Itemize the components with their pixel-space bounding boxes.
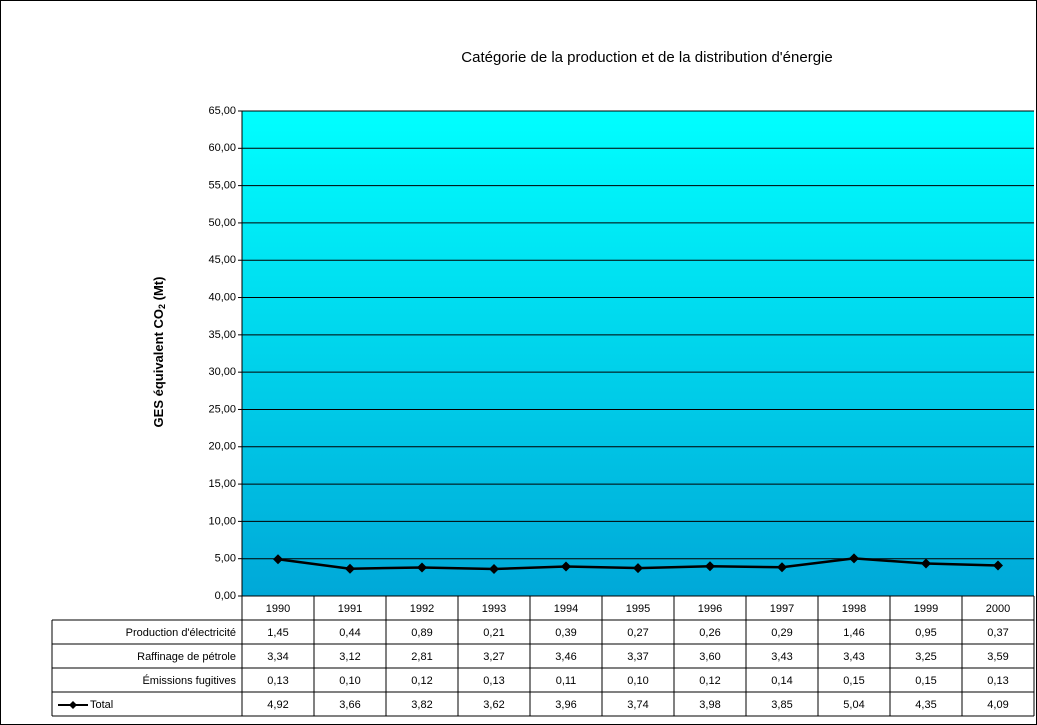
legend-label: Émissions fugitives bbox=[142, 674, 236, 687]
table-value: 3,46 bbox=[555, 651, 576, 663]
table-value: 0,10 bbox=[627, 675, 648, 687]
marker bbox=[849, 553, 859, 564]
marker bbox=[417, 562, 427, 573]
marker bbox=[777, 562, 787, 573]
y-tick-label: 60,00 bbox=[208, 142, 236, 154]
table-value: 3,60 bbox=[699, 651, 720, 663]
table-value: 0,95 bbox=[915, 627, 936, 639]
y-tick-label: 50,00 bbox=[208, 217, 236, 229]
y-tick-label: 55,00 bbox=[208, 180, 236, 192]
table-value: 3,59 bbox=[987, 651, 1008, 663]
table-value: 3,27 bbox=[483, 651, 504, 663]
marker bbox=[921, 558, 931, 569]
table-value: 3,12 bbox=[339, 651, 360, 663]
x-tick-label: 1995 bbox=[626, 603, 650, 615]
table-value: 3,85 bbox=[771, 699, 792, 711]
table-value: 0,13 bbox=[267, 675, 288, 687]
y-tick-label: 0,00 bbox=[215, 590, 236, 602]
plot-area bbox=[242, 111, 1034, 596]
table-value: 0,10 bbox=[339, 675, 360, 687]
y-axis-label: GES équivalent CO2 (Mt) bbox=[151, 277, 167, 428]
y-label-part: GES équivalent CO bbox=[151, 309, 166, 427]
x-tick-label: 1997 bbox=[770, 603, 794, 615]
table-value: 0,15 bbox=[843, 675, 864, 687]
y-tick-label: 25,00 bbox=[208, 403, 236, 415]
x-tick-label: 1996 bbox=[698, 603, 722, 615]
table-value: 0,13 bbox=[987, 675, 1008, 687]
marker bbox=[633, 563, 643, 574]
table-value: 0,21 bbox=[483, 627, 504, 639]
y-tick-label: 5,00 bbox=[215, 553, 236, 565]
table-value: 2,81 bbox=[411, 651, 432, 663]
table-value: 0,89 bbox=[411, 627, 432, 639]
y-label-sub: 2 bbox=[157, 304, 167, 309]
legend-label: Raffinage de pétrole bbox=[137, 651, 236, 663]
table-value: 3,98 bbox=[699, 699, 720, 711]
table-value: 3,96 bbox=[555, 699, 576, 711]
y-tick-label: 20,00 bbox=[208, 441, 236, 453]
x-tick-label: 2000 bbox=[986, 603, 1010, 615]
table-value: 1,45 bbox=[267, 627, 288, 639]
marker bbox=[705, 561, 715, 572]
table-value: 0,13 bbox=[483, 675, 504, 687]
legend-label: Production d'électricité bbox=[126, 627, 236, 639]
legend-label: Total bbox=[90, 699, 113, 711]
table-value: 0,39 bbox=[555, 627, 576, 639]
table-value: 3,74 bbox=[627, 699, 648, 711]
x-tick-label: 1994 bbox=[554, 603, 578, 615]
table-value: 1,46 bbox=[843, 627, 864, 639]
table-value: 0,12 bbox=[411, 675, 432, 687]
x-tick-label: 1993 bbox=[482, 603, 506, 615]
legend-marker bbox=[69, 701, 77, 709]
marker bbox=[993, 560, 1003, 571]
marker bbox=[489, 563, 499, 574]
x-tick-label: 1998 bbox=[842, 603, 866, 615]
table-value: 0,29 bbox=[771, 627, 792, 639]
x-tick-label: 1991 bbox=[338, 603, 362, 615]
marker bbox=[561, 561, 571, 572]
table-value: 0,15 bbox=[915, 675, 936, 687]
table-value: 3,62 bbox=[483, 699, 504, 711]
table-value: 3,82 bbox=[411, 699, 432, 711]
marker bbox=[345, 563, 355, 574]
y-tick-label: 30,00 bbox=[208, 366, 236, 378]
table-value: 0,37 bbox=[987, 627, 1008, 639]
chart-title: Catégorie de la production et de la dist… bbox=[461, 49, 832, 66]
table-value: 3,66 bbox=[339, 699, 360, 711]
table-value: 3,37 bbox=[627, 651, 648, 663]
table-value: 0,26 bbox=[699, 627, 720, 639]
x-tick-label: 1992 bbox=[410, 603, 434, 615]
y-tick-label: 40,00 bbox=[208, 291, 236, 303]
y-tick-label: 65,00 bbox=[208, 105, 236, 117]
table-value: 4,35 bbox=[915, 699, 936, 711]
marker bbox=[273, 554, 283, 565]
table-value: 0,11 bbox=[556, 675, 577, 687]
y-tick-label: 15,00 bbox=[208, 478, 236, 490]
y-tick-label: 35,00 bbox=[208, 329, 236, 341]
table-value: 5,04 bbox=[843, 699, 864, 711]
x-tick-label: 1999 bbox=[914, 603, 938, 615]
table-value: 0,44 bbox=[339, 627, 360, 639]
table-value: 0,14 bbox=[771, 675, 792, 687]
y-tick-label: 45,00 bbox=[208, 254, 236, 266]
y-tick-label: 10,00 bbox=[208, 515, 236, 527]
table-value: 3,34 bbox=[267, 651, 288, 663]
table-value: 4,92 bbox=[267, 699, 288, 711]
table-value: 0,12 bbox=[699, 675, 720, 687]
table-value: 3,43 bbox=[771, 651, 792, 663]
table-value: 3,25 bbox=[915, 651, 936, 663]
table-value: 3,43 bbox=[843, 651, 864, 663]
x-tick-label: 1990 bbox=[266, 603, 290, 615]
table-value: 0,27 bbox=[627, 627, 648, 639]
y-label-part: (Mt) bbox=[151, 277, 166, 304]
table-value: 4,09 bbox=[987, 699, 1008, 711]
